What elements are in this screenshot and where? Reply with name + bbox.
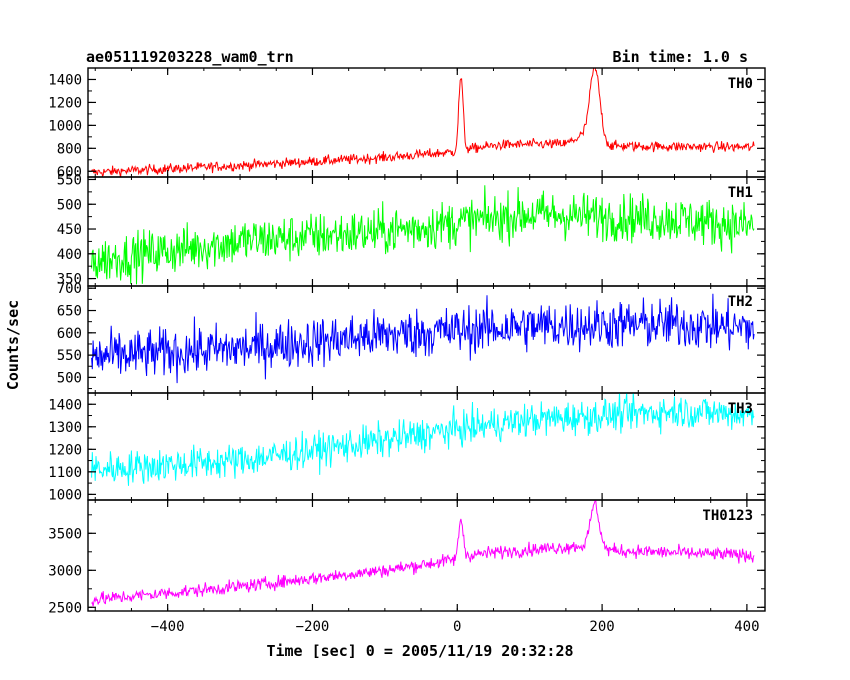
chart-title: ae051119203228_wam0_trn [86,48,294,66]
panel-th1: 350 400 450 500 550 TH1 [57,172,766,288]
y-tick-label: 450 [57,222,82,238]
x-tick-label: −200 [296,619,330,635]
y-tick-label: 1200 [48,442,82,458]
panel-label: TH0 [728,76,753,92]
series-line-th2 [91,293,755,384]
series-line-th0 [91,68,755,177]
x-tick-label: 200 [589,619,614,635]
y-tick-label: 1000 [48,487,82,503]
y-tick-label: 1300 [48,420,82,436]
y-tick-label: 1200 [48,95,82,111]
y-tick-label: 500 [57,370,82,386]
panel-th3: 1000 1100 1200 1300 1400 TH3 [48,392,766,503]
y-tick-label: 2500 [48,600,82,616]
panel-frame [87,499,766,612]
y-axis-label: Counts/sec [4,300,22,390]
panel-th2: 500 550 600 650 700 TH2 [57,281,766,394]
x-tick-label: 0 [453,619,461,635]
y-tick-label: 600 [57,164,82,180]
panel-label: TH1 [728,185,753,201]
y-tick-label: 1100 [48,465,82,481]
y-tick-label: 400 [57,247,82,263]
y-tick-label: 700 [57,281,82,297]
x-tick-label: 400 [734,619,759,635]
series-line-th1 [91,185,755,285]
x-tick-label: −400 [151,619,185,635]
panels-group: 600 800 1000 1200 1400 TH0 350 400 450 500 550 TH1 5… [48,67,766,616]
panel-label: TH0123 [702,508,753,524]
panel-th0123: 2500 3000 3500 TH0123 [48,499,766,616]
y-tick-label: 350 [57,272,82,288]
y-tick-label: 550 [57,348,82,364]
bin-time-label: Bin time: 1.0 s [613,48,748,66]
x-axis-label: Time [sec] 0 = 2005/11/19 20:32:28 [266,642,573,660]
panel-label: TH3 [728,401,753,417]
series-line-th0123 [91,500,755,607]
y-tick-label: 800 [57,141,82,157]
y-tick-label: 1000 [48,118,82,134]
y-tick-label: 550 [57,172,82,188]
y-tick-label: 1400 [48,72,82,88]
x-axis: −400 −200 0 200 400 [151,619,760,635]
panel-frame [87,67,766,178]
y-tick-label: 3500 [48,526,82,542]
y-tick-label: 650 [57,304,82,320]
y-tick-label: 500 [57,197,82,213]
series-line-th3 [91,393,755,486]
panel-label: TH2 [728,294,753,310]
y-tick-label: 600 [57,326,82,342]
y-tick-label: 3000 [48,563,82,579]
panel-th0: 600 800 1000 1200 1400 TH0 [48,67,766,180]
y-tick-label: 1400 [48,397,82,413]
